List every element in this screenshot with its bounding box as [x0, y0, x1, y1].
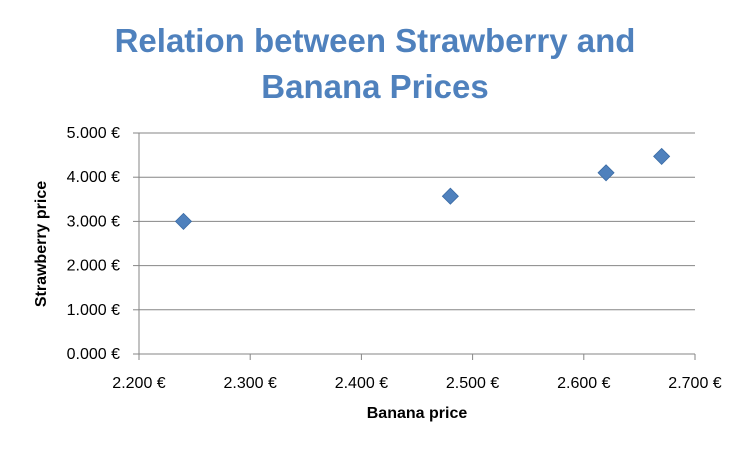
data-point-diamond — [597, 164, 615, 182]
x-tick-label: 2.500 € — [446, 375, 499, 392]
axes — [133, 132, 696, 360]
x-tick-label: 2.700 € — [668, 375, 721, 392]
y-tick-label: 1.000 € — [67, 302, 120, 319]
x-tick-label: 2.300 € — [224, 375, 277, 392]
y-tick-label: 4.000 € — [67, 169, 120, 186]
data-point-diamond — [653, 147, 671, 165]
y-tick-label: 3.000 € — [67, 213, 120, 230]
gridlines — [139, 132, 695, 311]
chart-title-line-1: Relation between Strawberry and — [115, 22, 636, 59]
y-tick-label: 0.000 € — [67, 346, 120, 363]
y-tick-label: 5.000 € — [67, 125, 120, 142]
data-point-diamond — [174, 212, 193, 230]
x-tick-label: 2.600 € — [557, 375, 610, 392]
data-points — [174, 147, 671, 230]
y-axis-label: Strawberry price — [33, 181, 50, 307]
tick-labels: 0.000 € 1.000 € 2.000 € 3.000 € 4.000 € 5.000… — [67, 125, 722, 392]
y-tick-label: 2.000 € — [67, 258, 120, 275]
x-tick-label: 2.400 € — [335, 375, 388, 392]
chart-title-line-2: Banana Prices — [261, 68, 488, 105]
data-point-diamond — [441, 187, 459, 205]
x-axis-label: Banana price — [367, 405, 468, 422]
x-tick-label: 2.200 € — [112, 375, 165, 392]
